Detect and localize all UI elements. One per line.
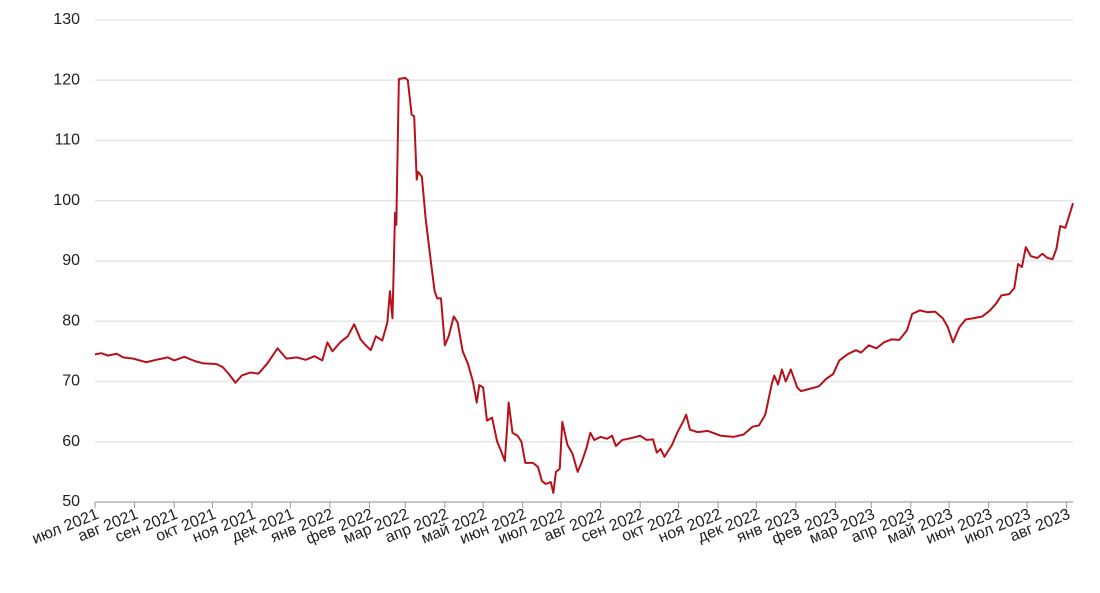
- line: [94, 76, 1074, 494]
- y-tick-label: 50: [62, 493, 80, 510]
- y-tick-label: 90: [62, 252, 80, 269]
- y-tick-label: 60: [62, 433, 80, 450]
- y-tick-label: 80: [62, 312, 80, 329]
- y-tick-label: 120: [53, 71, 80, 88]
- y-tick-label: 110: [54, 132, 80, 149]
- y-tick-label: 130: [53, 11, 80, 28]
- y-tick-label: 100: [53, 192, 80, 209]
- y-tick-label: 70: [62, 373, 80, 390]
